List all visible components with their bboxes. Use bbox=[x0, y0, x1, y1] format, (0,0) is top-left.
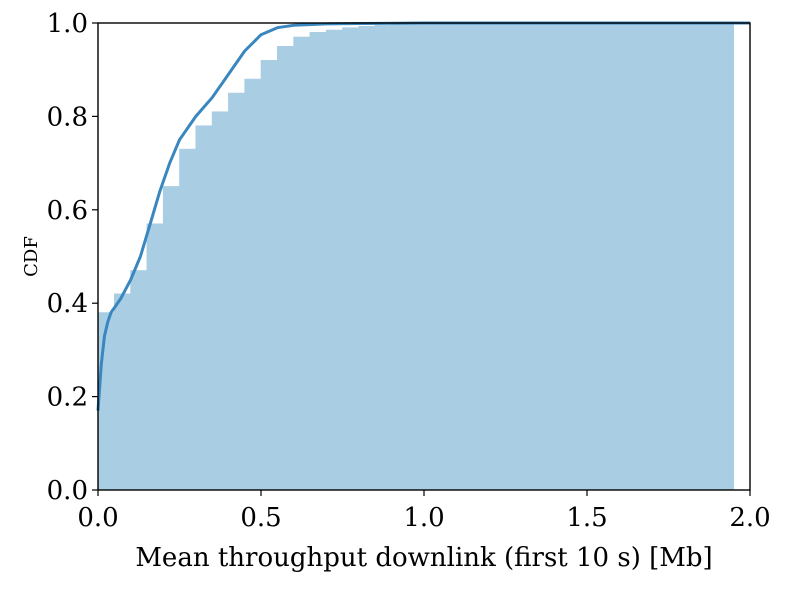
x-tick-label: 0.0 bbox=[77, 503, 118, 533]
y-axis-label: CDF bbox=[21, 236, 42, 277]
x-tick-label: 2.0 bbox=[729, 503, 770, 533]
histogram-bar bbox=[260, 60, 278, 491]
histogram-bar bbox=[684, 22, 702, 491]
histogram-bar bbox=[717, 22, 735, 491]
histogram-bar bbox=[488, 23, 506, 491]
x-axis-label: Mean throughput downlink (first 10 s) [M… bbox=[135, 543, 712, 573]
histogram-bar bbox=[651, 22, 669, 491]
histogram-bar bbox=[374, 25, 392, 491]
histogram-bar bbox=[521, 22, 539, 491]
histogram-bar bbox=[325, 29, 343, 491]
histogram-bar bbox=[439, 23, 457, 491]
histogram-bar bbox=[309, 32, 327, 491]
y-tick-label: 1.0 bbox=[47, 9, 88, 39]
histogram-bar bbox=[211, 111, 229, 491]
histogram-bars bbox=[97, 22, 735, 491]
histogram-bar bbox=[700, 22, 718, 491]
x-tick-label: 0.5 bbox=[240, 503, 281, 533]
histogram-bar bbox=[130, 270, 148, 491]
histogram-bar bbox=[358, 25, 376, 491]
y-tick-label: 0.0 bbox=[47, 476, 88, 506]
histogram-bar bbox=[472, 23, 490, 491]
histogram-bar bbox=[407, 23, 425, 491]
histogram-bar bbox=[602, 22, 620, 491]
histogram-bar bbox=[276, 46, 294, 491]
histogram-bar bbox=[342, 27, 360, 491]
y-axis-ticks: 0.0 0.2 0.4 0.6 0.8 1.0 bbox=[47, 9, 98, 506]
histogram-bar bbox=[97, 312, 115, 491]
histogram-bar bbox=[456, 23, 474, 491]
y-tick-label: 0.6 bbox=[47, 196, 88, 226]
x-tick-label: 1.0 bbox=[403, 503, 444, 533]
histogram-bar bbox=[554, 22, 572, 491]
y-tick-label: 0.2 bbox=[47, 383, 88, 413]
y-tick-label: 0.8 bbox=[47, 102, 88, 132]
histogram-bar bbox=[146, 223, 164, 491]
histogram-bar bbox=[179, 148, 197, 491]
histogram-bar bbox=[635, 22, 653, 491]
histogram-bar bbox=[668, 22, 686, 491]
histogram-bar bbox=[505, 22, 523, 491]
histogram-bar bbox=[162, 186, 180, 491]
x-tick-label: 1.5 bbox=[566, 503, 607, 533]
histogram-bar bbox=[391, 24, 408, 491]
histogram-bar bbox=[619, 22, 637, 491]
y-tick-label: 0.4 bbox=[47, 289, 88, 319]
histogram-bar bbox=[586, 22, 604, 491]
histogram-bar bbox=[228, 92, 245, 491]
histogram-bar bbox=[293, 36, 311, 491]
histogram-bar bbox=[195, 125, 213, 491]
histogram-bar bbox=[244, 78, 262, 491]
histogram-bar bbox=[423, 23, 441, 491]
histogram-bar bbox=[537, 22, 555, 491]
histogram-bar bbox=[114, 293, 131, 491]
x-axis-ticks: 0.0 0.5 1.0 1.5 2.0 bbox=[77, 490, 771, 533]
histogram-bar bbox=[570, 22, 588, 491]
